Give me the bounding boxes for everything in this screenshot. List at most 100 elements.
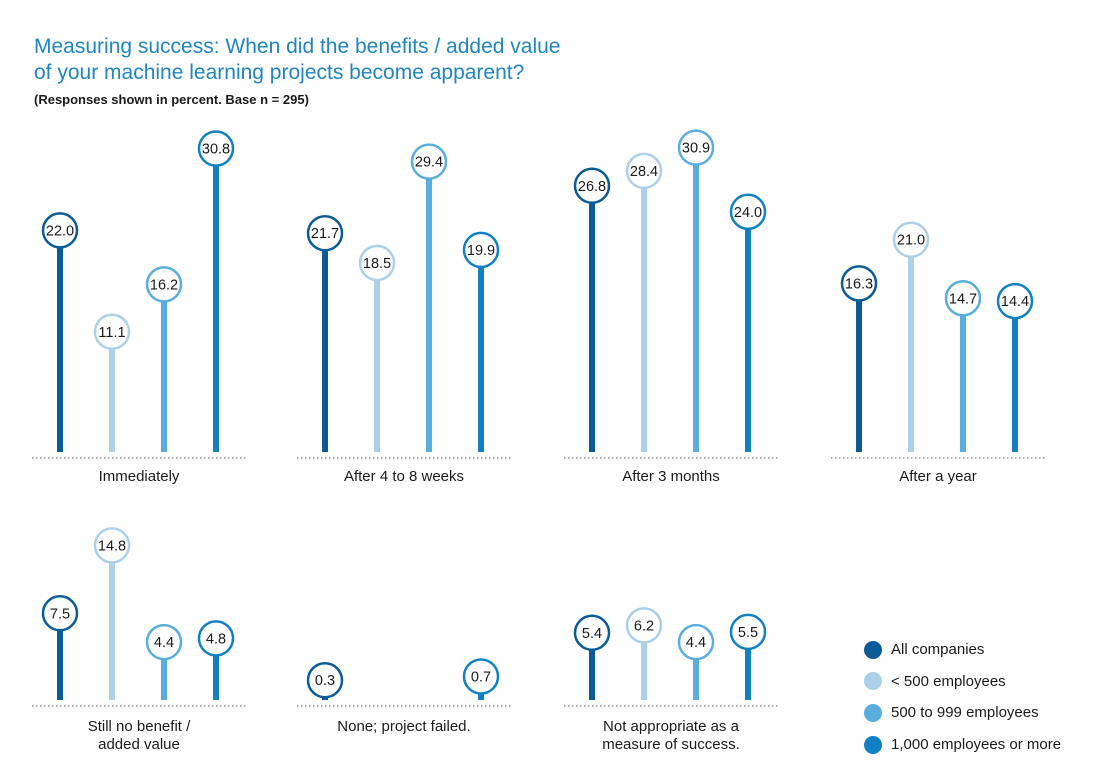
lollipop-stem [478, 692, 484, 700]
data-label: 26.8 [578, 179, 606, 195]
lollipop-head [677, 129, 715, 166]
lollipop-stem [856, 299, 862, 452]
data-label: 4.8 [206, 631, 226, 647]
data-label: 21.0 [897, 233, 925, 249]
title-line-2: of your machine learning projects become… [34, 61, 525, 84]
data-label: 16.2 [150, 277, 178, 293]
lollipop-stem [1012, 317, 1018, 452]
lollipop-stem [641, 641, 647, 700]
data-label: 14.7 [949, 291, 977, 307]
category-label: None; project failed. [337, 718, 470, 735]
legend: All companies < 500 employees 500 to 999 e… [864, 634, 1061, 760]
lollipop-head [573, 167, 611, 205]
data-label: 5.4 [582, 626, 602, 642]
category-label-line: Still no benefit / [88, 718, 191, 735]
lollipop-stem [589, 201, 595, 452]
data-label: 14.4 [1001, 294, 1029, 310]
legend-swatch [864, 640, 882, 659]
lollipop-stem [161, 658, 167, 700]
lollipop-stem [641, 186, 647, 452]
data-label: 0.7 [471, 669, 491, 685]
data-label: 16.3 [845, 276, 873, 292]
lollipop-stem [745, 647, 751, 700]
lollipop-stem [109, 561, 115, 700]
lollipop-head [145, 266, 183, 303]
lollipop-head [462, 231, 500, 269]
lollipop-head [306, 214, 344, 252]
data-label: 14.8 [98, 538, 126, 554]
category-label-line: Not appropriate as a [603, 718, 740, 735]
lollipop-head [145, 623, 183, 661]
category-label-line: After 4 to 8 weeks [344, 468, 464, 485]
data-label: 19.9 [467, 243, 495, 259]
lollipop-head [996, 282, 1034, 320]
legend-label: 500 to 999 employees [891, 704, 1039, 722]
legend-label: < 500 employees [891, 672, 1006, 690]
lollipop-stem [57, 629, 63, 700]
lollipop-head [729, 613, 767, 651]
lollipop-stem [213, 164, 219, 452]
lollipop-head [573, 614, 611, 652]
data-label: 6.2 [634, 618, 654, 634]
legend-swatch [864, 735, 882, 754]
lollipop-stem [693, 658, 699, 700]
lollipop-head [197, 130, 235, 167]
data-label: 21.7 [311, 226, 339, 242]
category-label-line: measure of success. [602, 736, 740, 753]
data-label: 29.4 [415, 155, 443, 171]
lollipop-stem [589, 648, 595, 700]
legend-swatch [864, 703, 882, 722]
category-label-line: Immediately [99, 468, 180, 485]
data-label: 18.5 [363, 256, 391, 272]
category-label-line: None; project failed. [337, 718, 470, 735]
lollipop-stem [161, 300, 167, 452]
category-label: After 3 months [622, 468, 720, 485]
lollipop-head [462, 658, 500, 695]
category-label: After 4 to 8 weeks [344, 468, 464, 485]
data-label: 4.4 [686, 635, 706, 651]
lollipop-head [944, 280, 982, 317]
lollipop-stem [57, 246, 63, 452]
lollipop-stem [960, 314, 966, 452]
data-label: 28.4 [630, 164, 658, 180]
lollipop-head [840, 265, 878, 302]
lollipop-stem [908, 255, 914, 452]
category-label-line: added value [98, 736, 180, 753]
lollipop-head [306, 661, 344, 699]
lollipop-head [93, 313, 131, 351]
lollipop-stem [426, 177, 432, 452]
category-label: Still no benefit / added value [88, 718, 191, 753]
lollipop-stem [374, 278, 380, 452]
legend-item: 1,000 employees or more [864, 729, 1061, 761]
data-label: 30.8 [202, 142, 230, 158]
lollipop-head [358, 244, 396, 282]
data-label: 11.1 [98, 325, 125, 341]
legend-swatch [864, 672, 882, 691]
data-label: 4.4 [154, 635, 174, 651]
lollipop-stem [745, 227, 751, 452]
category-label: After a year [899, 468, 977, 485]
chart-subtitle: (Responses shown in percent. Base n = 29… [34, 92, 309, 107]
lollipop-head [93, 527, 131, 564]
legend-item: < 500 employees [864, 666, 1061, 698]
lollipop-stem [322, 249, 328, 452]
data-label: 7.5 [50, 606, 70, 622]
category-label: Not appropriate as a measure of success. [602, 718, 740, 753]
title-line-1: Measuring success: When did the benefits… [34, 35, 561, 58]
lollipop-stem [478, 265, 484, 452]
data-label: 22.0 [46, 223, 74, 239]
lollipop-head [41, 595, 79, 632]
data-label: 24.0 [734, 205, 762, 221]
data-label: 0.3 [315, 673, 335, 689]
lollipop-head [625, 152, 663, 190]
lollipop-head [197, 620, 235, 657]
lollipop-stem [693, 163, 699, 452]
legend-item: 500 to 999 employees [864, 697, 1061, 729]
lollipop-head [625, 607, 663, 644]
lollipop-head [41, 212, 79, 249]
category-label-line: After a year [899, 468, 977, 485]
data-label: 30.9 [682, 141, 710, 157]
legend-label: All companies [891, 641, 985, 659]
category-label-line: After 3 months [622, 468, 720, 485]
